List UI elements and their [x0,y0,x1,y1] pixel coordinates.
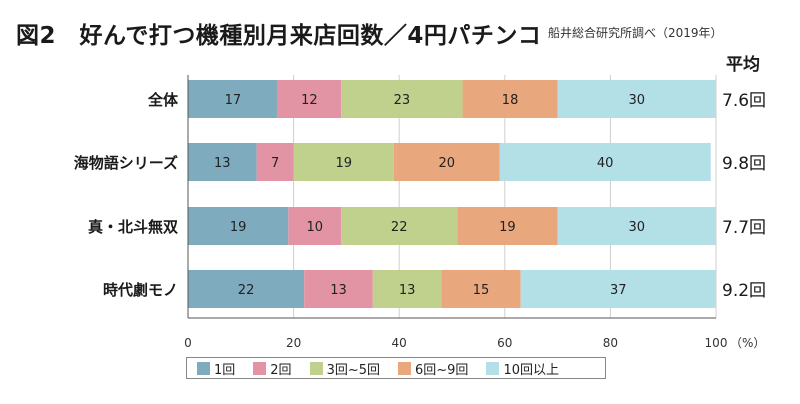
legend-swatch [253,361,267,375]
bar-value-label: 37 [610,283,627,298]
legend-swatch [398,361,411,375]
x-tick-label: 20 [286,336,301,350]
legend-swatch [486,361,500,375]
legend: 1回 2回 3回~5回 6回~9回 10回以上 [186,357,606,379]
legend-item: 3回~5回 [309,359,380,378]
x-tick-label: 100 [705,336,728,350]
bar-value-label: 13 [399,283,416,298]
bar-segment [341,80,463,118]
bar-value-label: 19 [335,156,352,171]
bar-segment [277,80,342,118]
x-tick-label: 0 [184,336,192,350]
x-tick-label: 60 [497,336,512,350]
legend-item: 6回~9回 [398,359,468,378]
bar-value-label: 18 [502,93,519,108]
legend-item: 1回 [197,359,235,378]
bar-segment [304,270,373,308]
bar-segment [188,80,278,118]
bar-segment [293,143,394,181]
category-label: 全体 [147,91,179,109]
source-note: 船井総合研究所調べ（2019年） [548,26,723,40]
bar-value-label: 19 [499,220,516,235]
bar-value-label: 12 [301,93,318,108]
bar-value-label: 19 [230,220,247,235]
bar-value-label: 7 [271,156,279,171]
bar-segment [557,207,716,245]
bar-segment [341,207,458,245]
legend-label: 3回~5回 [326,362,380,378]
x-tick-label: 40 [392,336,407,350]
average-value: 9.2回 [722,281,766,301]
legend-item: 2回 [253,359,292,378]
bar-segment [557,80,716,118]
bar-segment [188,143,257,181]
chart-title: 図2 好んで打つ機種別月来店回数／4円パチンコ [16,23,542,49]
average-header: 平均 [726,55,760,75]
bar-segment [462,80,558,118]
category-label: 時代劇モノ [103,281,178,299]
bar-segment [499,143,711,181]
bar-segment [188,270,305,308]
bar-value-label: 20 [438,156,455,171]
bar-segment [188,207,289,245]
bar-value-label: 30 [629,93,646,108]
bar-segment [441,270,521,308]
bar-value-label: 10 [306,220,323,235]
bar-value-label: 40 [597,156,614,171]
bar-value-label: 15 [473,283,490,298]
legend-label: 1回 [214,362,236,378]
bar-segment [457,207,558,245]
bar-segment [393,143,500,181]
x-tick-label: 80 [603,336,618,350]
bar-value-label: 13 [330,283,347,298]
bar-segment [520,270,716,308]
bar-value-label: 23 [394,93,411,108]
bar-segment [372,270,442,308]
bar-segment [256,143,294,181]
average-value: 7.6回 [722,91,766,111]
x-axis-unit: （%） [730,336,765,350]
legend-swatch [309,361,323,375]
legend-item: 10回以上 [486,359,559,378]
average-value: 9.8回 [722,154,766,174]
legend-label: 6回~9回 [415,362,469,378]
bar-value-label: 22 [238,283,255,298]
bar-value-label: 13 [214,156,231,171]
bar-value-label: 22 [391,220,408,235]
bar-segment [288,207,342,245]
category-label: 海物語シリーズ [74,154,178,172]
legend-swatch [197,361,210,375]
bar-value-label: 30 [629,220,646,235]
bar-value-label: 17 [225,93,242,108]
legend-label: 2回 [270,362,292,378]
average-value: 7.7回 [722,218,766,238]
legend-label: 10回以上 [503,362,559,378]
category-label: 真・北斗無双 [88,218,178,236]
